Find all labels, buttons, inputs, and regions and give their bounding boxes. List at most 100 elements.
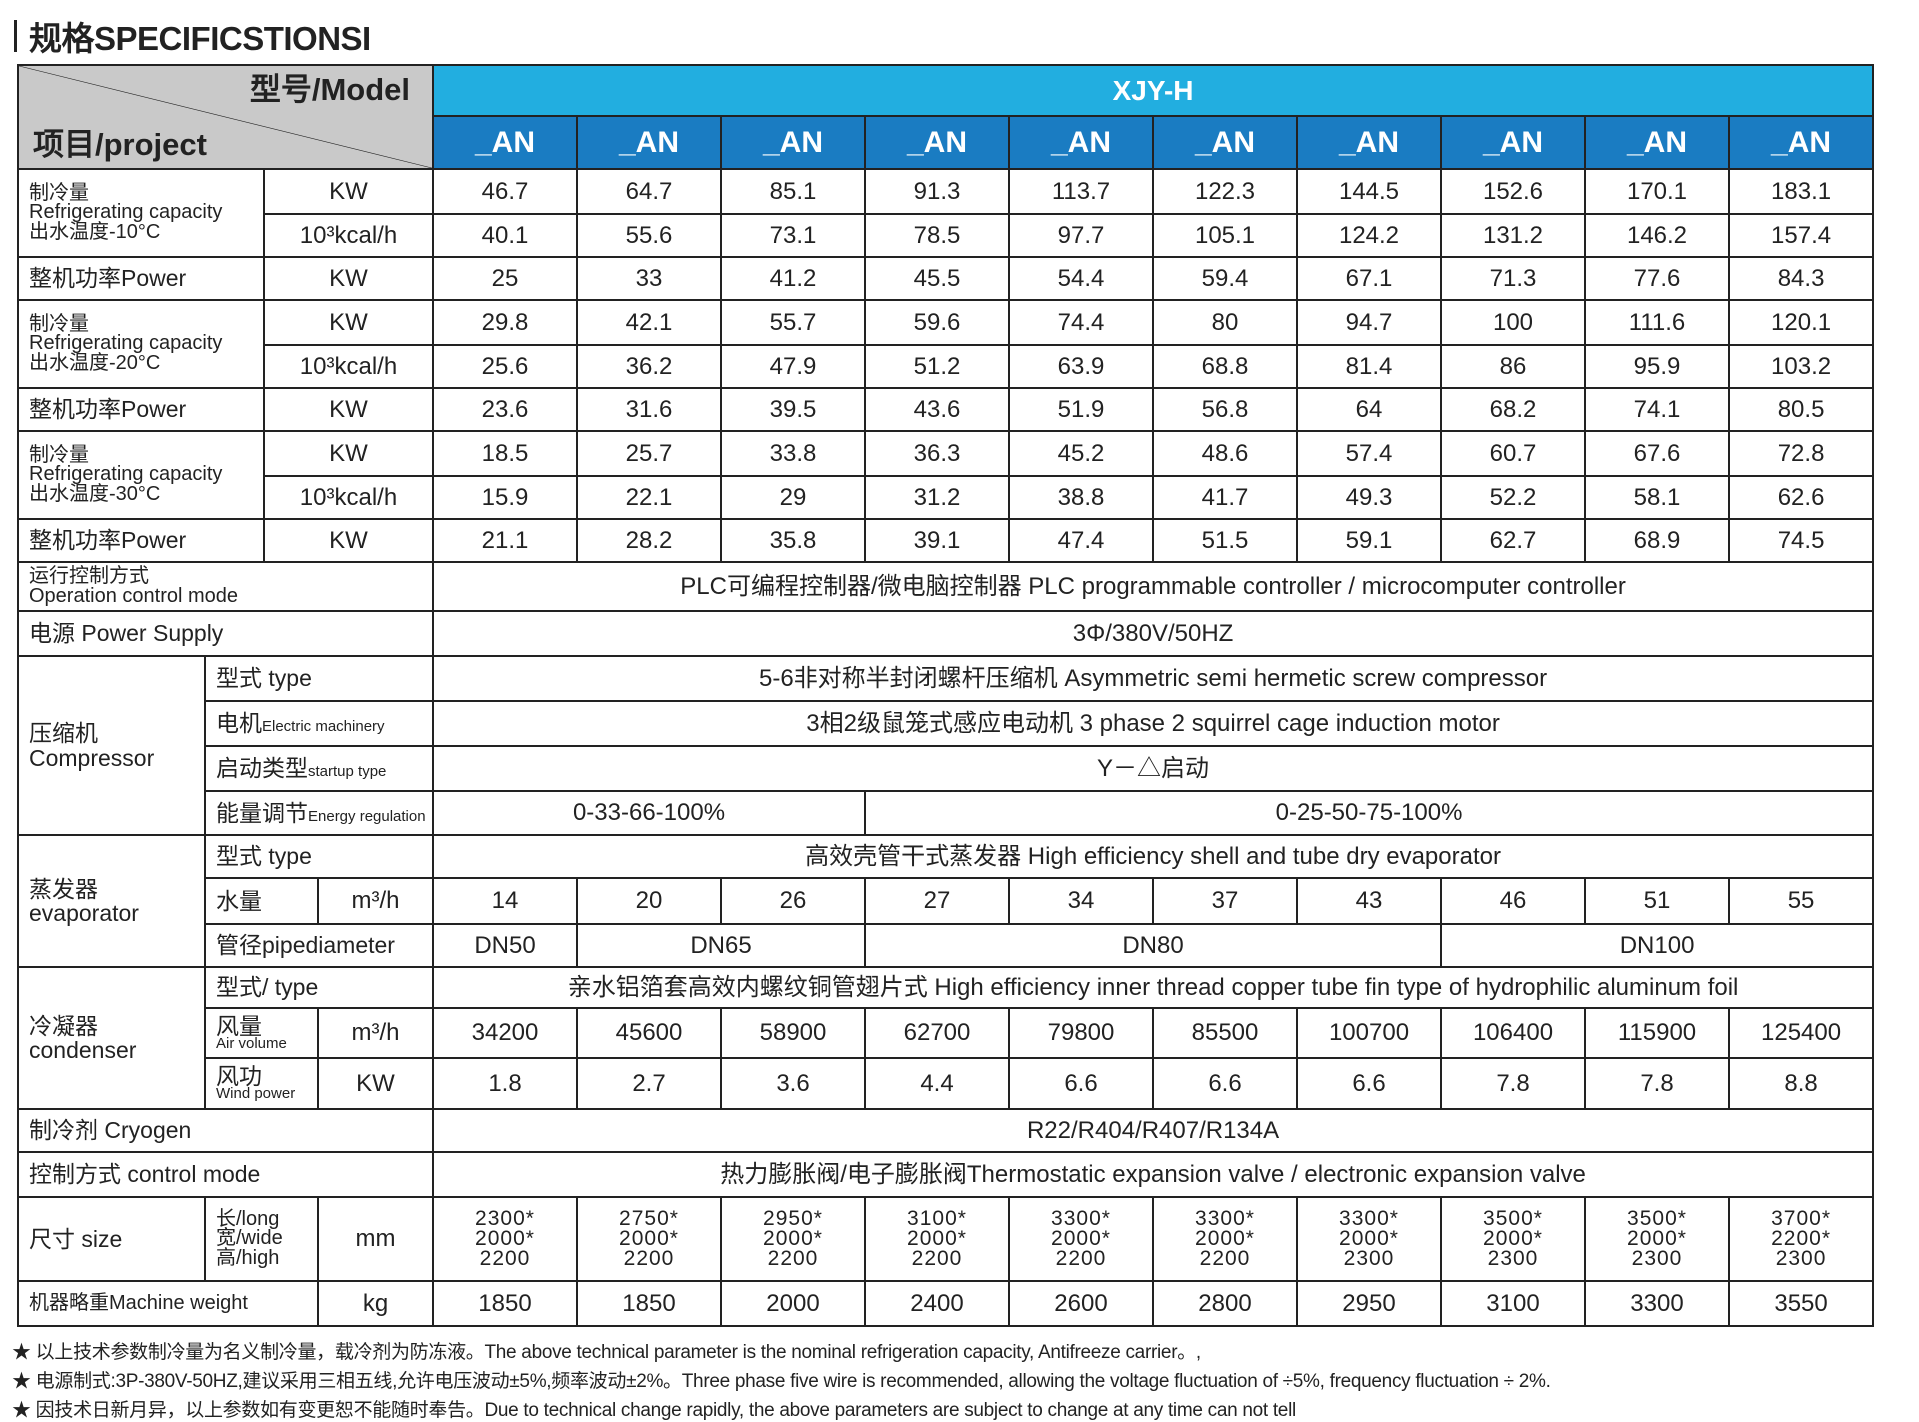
value-cell: 2400 bbox=[864, 1280, 1010, 1327]
title-text: 规格SPECIFICSTIONSI bbox=[29, 20, 371, 57]
label-cn: 风量 bbox=[216, 1012, 262, 1039]
capacity-kcal-row: 10³kcal/h 25.6 36.2 47.9 51.2 63.9 68.8 81.4 86 9… bbox=[18, 344, 1875, 389]
size-value: 3700* 2200* 2300 bbox=[1727, 1196, 1875, 1282]
value-cell: 95.9 bbox=[1584, 344, 1730, 389]
label-en: Electric machinery bbox=[262, 718, 385, 736]
size-value: 3100* 2000* 2200 bbox=[864, 1196, 1010, 1282]
evaporator-pipe-row: 管径pipediameter DN50 DN65 DN80 DN100 bbox=[18, 923, 1875, 968]
weight-row: 机器略重Machine weight kg 1850 1850 2000 2400 2600… bbox=[17, 1280, 1875, 1327]
value-cell: 15.9 bbox=[432, 475, 578, 520]
power-supply-row: 电源 Power Supply 3Φ/380V/50HZ bbox=[17, 610, 1875, 657]
value-cell: 105.1 bbox=[1152, 213, 1298, 258]
value-cell: 74.1 bbox=[1584, 387, 1730, 432]
value-cell: 45.5 bbox=[864, 256, 1010, 301]
header-row-2: _AN _AN _AN _AN _AN _AN _AN _AN _AN _AN bbox=[18, 115, 1875, 170]
value-cell: 7.8 bbox=[1584, 1057, 1730, 1110]
value-cell: 3.6 bbox=[720, 1057, 866, 1110]
value-cell: 111.6 bbox=[1584, 299, 1730, 346]
value-cell: 54.4 bbox=[1008, 256, 1154, 301]
series-header: XJY-H bbox=[431, 64, 1875, 117]
value-cell: 36.2 bbox=[576, 344, 722, 389]
value-cell: 125400 bbox=[1727, 1007, 1875, 1059]
label-en: startup type bbox=[308, 763, 387, 781]
capacity-kcal-row: 10³kcal/h 40.1 55.6 73.1 78.5 97.7 105.1 124.2 1… bbox=[18, 213, 1875, 258]
operation-label: 运行控制方式 Operation control mode bbox=[17, 561, 434, 612]
value-cell: 39.1 bbox=[864, 518, 1010, 563]
value-cell: 1850 bbox=[576, 1280, 722, 1327]
capacity-label: 制冷量 Refrigerating capacity 出水温度-20°C bbox=[17, 299, 265, 389]
value-cell: 3100 bbox=[1440, 1280, 1586, 1327]
operation-value: PLC可编程控制器/微电脑控制器 PLC programmable contro… bbox=[431, 561, 1875, 612]
startup-label: 启动类型startup type bbox=[204, 745, 434, 792]
compressor-energy-row: 能量调节Energy regulation 0-33-66-100% 0-25-50… bbox=[18, 790, 1875, 836]
header-row-1: 型号/Model 项目/project XJY-H bbox=[17, 64, 1875, 170]
header-diagonal-cell: 型号/Model 项目/project bbox=[17, 64, 434, 170]
unit-cell: 10³kcal/h bbox=[263, 213, 434, 258]
value-cell: 58900 bbox=[720, 1007, 866, 1059]
power-supply-value: 3Φ/380V/50HZ bbox=[431, 610, 1875, 657]
value-cell: 34 bbox=[1008, 877, 1154, 925]
value-cell: 51.2 bbox=[864, 344, 1010, 389]
power-row: 整机功率Power KW 21.1 28.2 35.8 39.1 47.4 51.5 59.1 6… bbox=[17, 518, 1875, 563]
value-cell: 85.1 bbox=[720, 168, 866, 215]
value-cell: 28.2 bbox=[576, 518, 722, 563]
control-label: 控制方式 control mode bbox=[17, 1151, 434, 1198]
energy-label: 能量调节Energy regulation bbox=[204, 790, 434, 836]
value-cell: 157.4 bbox=[1727, 213, 1875, 258]
value-cell: 55.7 bbox=[720, 299, 866, 346]
capacity-kw-row: 制冷量 Refrigerating capacity 出水温度-10°C KW 46… bbox=[17, 168, 1875, 258]
value-cell: 152.6 bbox=[1440, 168, 1586, 215]
value-cell: 100 bbox=[1440, 299, 1586, 346]
model-header-cell: _AN bbox=[576, 115, 722, 170]
value-cell: 74.4 bbox=[1008, 299, 1154, 346]
unit-cell: KW bbox=[263, 518, 434, 563]
value-cell: 106400 bbox=[1440, 1007, 1586, 1059]
size-dims-label: 长/long 宽/wide 高/high bbox=[204, 1196, 319, 1282]
value-cell: 2600 bbox=[1008, 1280, 1154, 1327]
value-cell: 31.2 bbox=[864, 475, 1010, 520]
label-en: Energy regulation bbox=[308, 807, 426, 825]
value-cell: 84.3 bbox=[1727, 256, 1875, 301]
model-header-cell: _AN bbox=[1584, 115, 1730, 170]
water-label: 水量 bbox=[204, 877, 319, 925]
compressor-motor-row: 电机Electric machinery 3相2级鼠笼式感应电动机 3 phase… bbox=[18, 700, 1875, 747]
value-cell: 37 bbox=[1152, 877, 1298, 925]
evaporator-label: 蒸发器 evaporator bbox=[17, 834, 206, 968]
control-row: 控制方式 control mode 热力膨胀阀/电子膨胀阀Thermostatic… bbox=[17, 1151, 1875, 1198]
value-cell: 41.7 bbox=[1152, 475, 1298, 520]
value-cell: 55.6 bbox=[576, 213, 722, 258]
size-label: 尺寸 size bbox=[17, 1196, 206, 1282]
value-cell: 43.6 bbox=[864, 387, 1010, 432]
value-cell: 59.4 bbox=[1152, 256, 1298, 301]
compressor-type-value: 5-6非对称半封闭螺杆压缩机 Asymmetric semi hermetic … bbox=[431, 655, 1875, 702]
value-cell: 29.8 bbox=[432, 299, 578, 346]
value-cell: 3550 bbox=[1727, 1280, 1875, 1327]
value-cell: 2950 bbox=[1296, 1280, 1442, 1327]
size-value: 2300* 2000* 2200 bbox=[432, 1196, 578, 1282]
size-value: 3300* 2000* 2300 bbox=[1296, 1196, 1442, 1282]
value-cell: 6.6 bbox=[1008, 1057, 1154, 1110]
value-cell: 74.5 bbox=[1727, 518, 1875, 563]
model-header-cell: _AN bbox=[1440, 115, 1586, 170]
value-cell: 8.8 bbox=[1727, 1057, 1875, 1110]
capacity-label: 制冷量 Refrigerating capacity 出水温度-30°C bbox=[17, 430, 265, 520]
value-cell: 146.2 bbox=[1584, 213, 1730, 258]
value-cell: 59.1 bbox=[1296, 518, 1442, 563]
capacity-kw-row: 制冷量 Refrigerating capacity 出水温度-20°C KW 29… bbox=[17, 299, 1875, 389]
evaporator-type-value: 高效壳管干式蒸发器 High efficiency shell and tube… bbox=[431, 834, 1875, 879]
model-header-cell: _AN bbox=[864, 115, 1010, 170]
value-cell: 100700 bbox=[1296, 1007, 1442, 1059]
value-cell: 36.3 bbox=[864, 430, 1010, 477]
value-cell: 46.7 bbox=[432, 168, 578, 215]
value-cell: 21.1 bbox=[432, 518, 578, 563]
model-header: 型号/Model bbox=[249, 72, 410, 107]
value-cell: 45600 bbox=[576, 1007, 722, 1059]
operation-row: 运行控制方式 Operation control mode PLC可编程控制器/微… bbox=[17, 561, 1875, 612]
value-cell: 26 bbox=[720, 877, 866, 925]
value-cell: 113.7 bbox=[1008, 168, 1154, 215]
value-cell: 67.6 bbox=[1584, 430, 1730, 477]
condenser-air-row: 风量 Air volume m³/h 34200 45600 58900 62700 7980… bbox=[18, 1007, 1875, 1059]
value-cell: 55 bbox=[1727, 877, 1875, 925]
value-cell: 20 bbox=[576, 877, 722, 925]
startup-value: Y－△启动 bbox=[431, 745, 1875, 792]
